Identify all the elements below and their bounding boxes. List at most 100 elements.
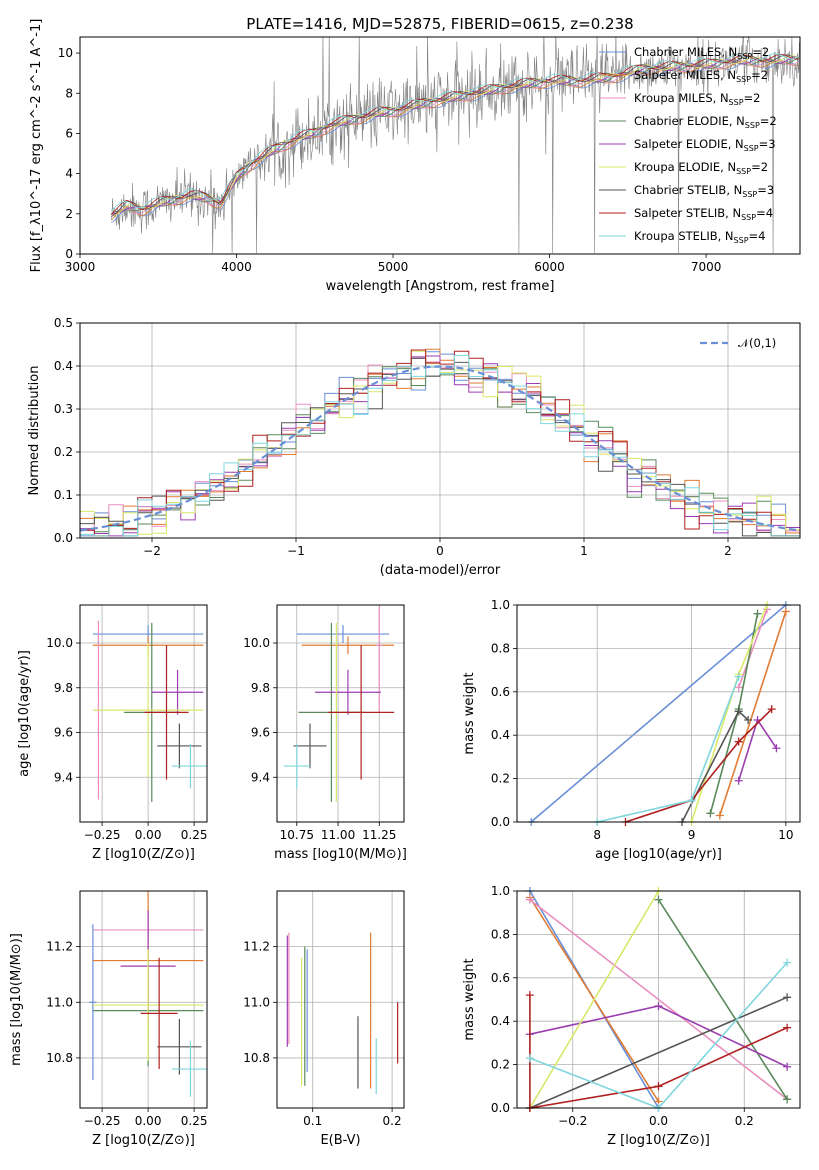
y-tick-label: 0.5: [54, 316, 73, 330]
y-tick-label: 0.0: [491, 1101, 510, 1115]
mass-weight-vs-age-panel: 8 9 10 0.0 0.2 0.4 0.6 0.8 1.0 age [log10(age/yr)…: [462, 598, 801, 862]
legend-subscript: SSP: [741, 213, 756, 222]
series-line-salpeter-stelib: [529, 995, 788, 1108]
axes-frame: [79, 36, 801, 255]
point-marker-salpeter-stelib: [654, 1082, 663, 1091]
y-tick-label: 0.4: [54, 359, 73, 373]
y-tick-label: 9.6: [251, 726, 270, 740]
legend-value: =4: [749, 229, 766, 243]
x-tick-label: −0.25: [84, 1114, 121, 1128]
point-marker-kroupa-stelib: [734, 672, 743, 681]
x-tick-label: 0.25: [181, 828, 208, 842]
x-axis-label: (data-model)/error: [380, 563, 501, 578]
x-axis-label: Z [log10(Z/Z⊙)]: [607, 1133, 710, 1148]
y-tick-label: 1.0: [491, 598, 510, 612]
legend-subscript: SSP: [734, 236, 749, 245]
legend-value: =4: [756, 206, 773, 220]
point-marker-chabrier-elodie: [783, 1095, 792, 1104]
x-axis-label: E(B-V): [320, 1133, 360, 1148]
y-axis-label: age [log10(age/yr)]: [17, 650, 32, 777]
y-tick-label: 9.6: [54, 726, 73, 740]
y-tick-label: 10.8: [243, 1051, 270, 1065]
legend-label: Chabrier STELIB, NSSP=3: [634, 183, 774, 199]
series-line-kroupa-elodie: [529, 891, 660, 1108]
y-tick-label: 0: [65, 247, 73, 261]
legend-label: Chabrier ELODIE, NSSP=2: [634, 114, 777, 130]
axes-frame: [276, 604, 405, 823]
age-vs-metallicity-panel: −0.25 0.00 0.25 9.4 9.6 9.8 10.0 Z [log10(Z/Z⊙)…: [17, 604, 208, 862]
x-tick-label: 0.0: [649, 1114, 668, 1128]
point-marker-salpeter-elodie: [772, 744, 781, 753]
series-line-kroupa-stelib: [597, 676, 740, 822]
y-tick-label: 0.2: [491, 772, 510, 786]
series-line-kroupa-miles: [737, 609, 768, 688]
axes-frame: [79, 604, 208, 823]
legend-label: Kroupa STELIB, NSSP=4: [634, 229, 765, 245]
x-tick-label: 9: [688, 828, 696, 842]
y-tick-label: 10: [58, 46, 73, 60]
y-axis-label: Normed distribution: [27, 366, 42, 496]
x-tick-label: 0.2: [383, 1114, 402, 1128]
axes-frame: [79, 322, 801, 539]
x-tick-label: 3000: [65, 260, 96, 274]
x-axis-label: mass [log10(M/M⊙)]: [274, 847, 407, 862]
x-tick-label: 11.25: [362, 828, 396, 842]
point-marker-salpeter-elodie: [783, 1062, 792, 1071]
y-tick-label: 11.2: [243, 940, 270, 954]
x-tick-label: 0.2: [735, 1114, 754, 1128]
series-line-kroupa-elodie: [690, 605, 768, 822]
y-tick-label: 10.0: [243, 636, 270, 650]
y-tick-label: 1.0: [491, 884, 510, 898]
y-axis-label: mass [log10(M/M⊙)]: [9, 933, 24, 1066]
x-tick-label: 7000: [691, 260, 722, 274]
y-tick-label: 0.6: [491, 685, 510, 699]
legend-label: Salpeter STELIB, NSSP=4: [634, 206, 773, 222]
y-tick-label: 11.2: [46, 940, 73, 954]
point-marker-chabrier-elodie: [706, 809, 715, 818]
x-tick-label: −0.25: [84, 828, 121, 842]
point-marker-kroupa-miles: [525, 895, 534, 904]
legend-value: =3: [757, 183, 774, 197]
y-tick-label: 11.0: [243, 995, 270, 1009]
series-line-kroupa-stelib: [529, 962, 788, 1108]
series-line-chabrier-miles: [530, 605, 787, 822]
y-axis-label: mass weight: [462, 958, 477, 1040]
mass-weight-vs-metallicity-panel: −0.2 0.0 0.2 0.0 0.2 0.4 0.6 0.8 1.0 Z [log10(Z/Z…: [462, 884, 801, 1148]
x-tick-label: 0.00: [135, 828, 162, 842]
y-tick-label: 0.8: [491, 927, 510, 941]
x-tick-label: −0.2: [558, 1114, 587, 1128]
y-tick-label: 8: [65, 86, 73, 100]
y-tick-label: 6: [65, 126, 73, 140]
point-marker-chabrier-elodie: [753, 609, 762, 618]
x-axis-label: Z [log10(Z/Z⊙)]: [92, 847, 195, 862]
y-tick-label: 9.8: [251, 681, 270, 695]
legend-label: Kroupa MILES, NSSP=2: [634, 91, 760, 107]
y-tick-label: 10.8: [46, 1051, 73, 1065]
legend-label: Kroupa ELODIE, NSSP=2: [634, 160, 768, 176]
x-tick-label: −1: [287, 544, 305, 558]
x-tick-label: 0.1: [303, 1114, 322, 1128]
axes-frame: [516, 604, 801, 823]
legend-value: =2: [751, 160, 768, 174]
x-tick-label: 10: [778, 828, 793, 842]
series-line-chabrier-elodie: [657, 899, 788, 1100]
figure-title: PLATE=1416, MJD=52875, FIBERID=0615, z=0…: [246, 15, 633, 33]
legend-subscript: SSP: [729, 98, 744, 107]
x-axis-label: wavelength [Angstrom, rest frame]: [326, 279, 555, 294]
point-marker-salpeter-elodie: [654, 1002, 663, 1011]
point-marker-chabrier-stelib: [744, 716, 753, 725]
x-tick-label: 5000: [378, 260, 409, 274]
legend-subscript: SSP: [737, 52, 752, 61]
legend-subscript: SSP: [745, 121, 760, 130]
x-tick-label: 11.00: [321, 828, 355, 842]
point-marker-kroupa-miles: [734, 683, 743, 692]
x-axis-label: Z [log10(Z/Z⊙)]: [92, 1133, 195, 1148]
legend-value: =2: [760, 114, 777, 128]
x-axis-label: age [log10(age/yr)]: [595, 847, 722, 862]
legend-value: =2: [751, 68, 768, 82]
legend-subscript: SSP: [744, 144, 759, 153]
y-tick-label: 11.0: [46, 995, 73, 1009]
x-tick-label: 2: [724, 544, 732, 558]
model-line-kroupa-elodie: [111, 55, 799, 217]
